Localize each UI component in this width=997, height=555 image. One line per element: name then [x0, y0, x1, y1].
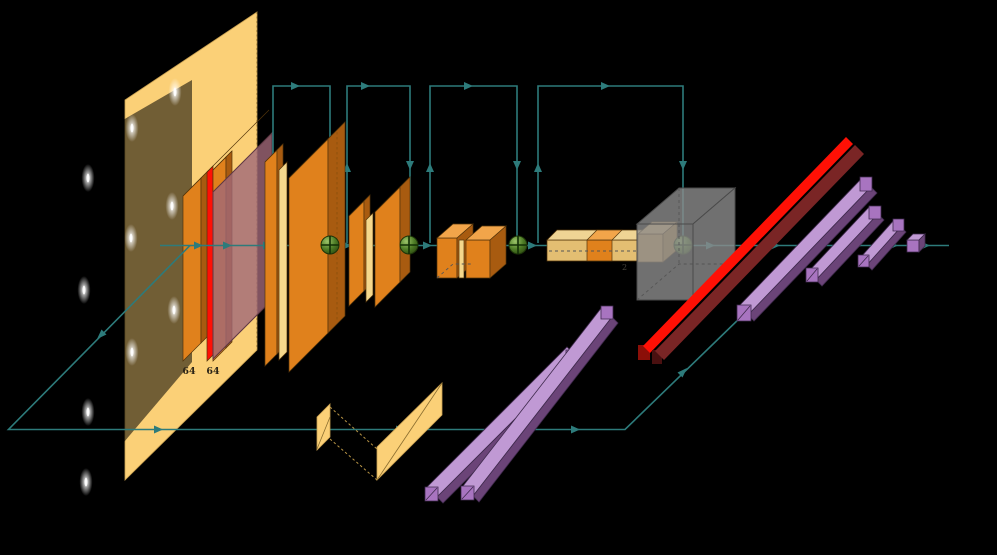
- conv1-channels-label: 64: [182, 366, 196, 377]
- feature-layer-red: [638, 137, 864, 364]
- add-node-2: [399, 235, 419, 255]
- merge-box-label: 2: [622, 263, 627, 272]
- dense-layer-2: [805, 205, 885, 287]
- add-node-3: [508, 235, 528, 255]
- dense-layer-1: [736, 176, 878, 322]
- aux-plane-1: [316, 403, 331, 451]
- aux-dense-bar-2: [460, 305, 619, 503]
- conv-block-4: [436, 223, 507, 279]
- conv2-channels-label: 64: [206, 366, 220, 377]
- layer-labels: 64 64 2: [182, 263, 627, 377]
- skip-connection-4: [534, 82, 687, 243]
- stem-conv-layer-1: [182, 170, 209, 362]
- add-node-1: [320, 235, 340, 255]
- conv-block-2: [264, 121, 346, 373]
- aux-plane-2: [376, 382, 443, 481]
- dense-layer-3: [857, 218, 907, 271]
- feature-bar: [546, 229, 651, 262]
- input-starfield-image: [28, 78, 192, 555]
- conv-block-3: [348, 176, 411, 308]
- output-cube: [906, 233, 926, 253]
- skip-connection-3: [426, 82, 521, 243]
- merge-gray-box: [635, 186, 737, 302]
- aux-projection-lines: [329, 406, 378, 481]
